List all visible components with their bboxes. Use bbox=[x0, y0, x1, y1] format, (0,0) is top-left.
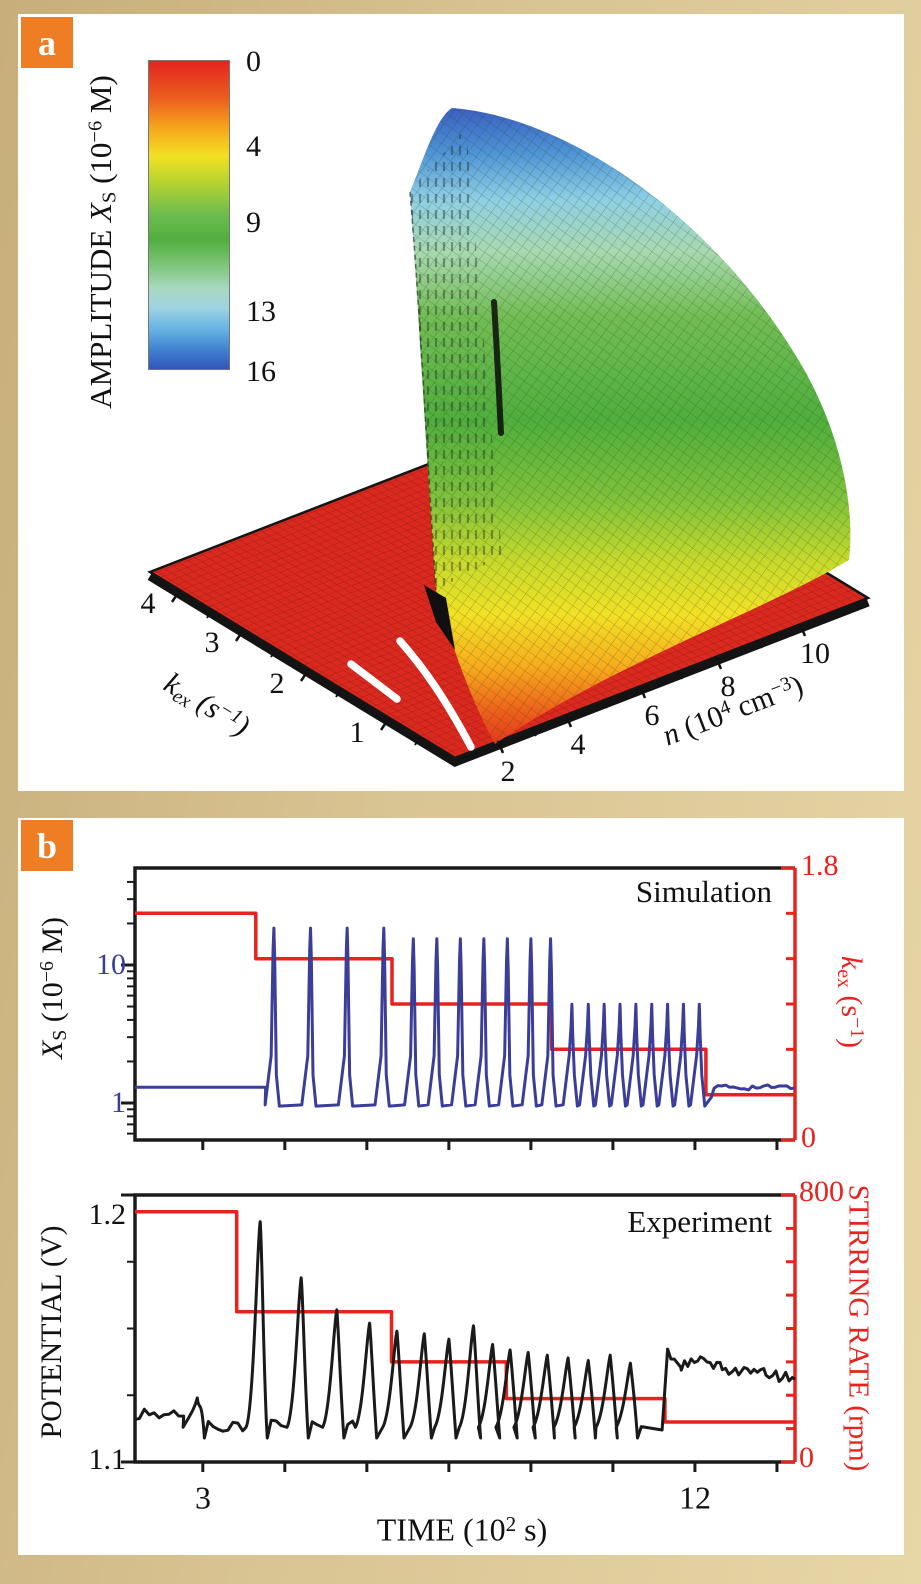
time-tick-3: 3 bbox=[195, 1479, 211, 1516]
sim-xs-trace bbox=[135, 926, 795, 1108]
experiment-title: Experiment bbox=[627, 1204, 772, 1239]
label-segment: M) bbox=[35, 916, 69, 962]
simulation-title: Simulation bbox=[635, 874, 772, 909]
potential-axis-title: POTENTIAL (V) bbox=[35, 1225, 69, 1438]
label-segment: −6 bbox=[84, 120, 107, 143]
surface-mesh bbox=[410, 108, 851, 744]
label-segment: s) bbox=[516, 1511, 548, 1548]
xs-tick-10: 10 bbox=[96, 948, 126, 981]
label-segment: X bbox=[82, 203, 118, 222]
kex-tick-1: 1 bbox=[349, 716, 365, 749]
colorbar-tick-13: 13 bbox=[246, 295, 276, 328]
label-segment: POTENTIAL (V) bbox=[35, 1225, 68, 1439]
colorbar-tick-0: 0 bbox=[246, 45, 261, 78]
exp-potential-trace bbox=[134, 1220, 796, 1440]
label-segment: −6 bbox=[35, 961, 58, 983]
panel-b-letter: b bbox=[36, 825, 58, 866]
label-segment: (10 bbox=[82, 142, 118, 192]
bifurcation-white-segment bbox=[347, 660, 401, 703]
bifurcation-white-curve bbox=[396, 637, 475, 751]
colorbar-tick-16: 16 bbox=[246, 355, 276, 388]
label-segment: M) bbox=[82, 75, 118, 121]
kex-tick-2: 2 bbox=[269, 667, 285, 700]
n-tick-10: 10 bbox=[800, 637, 830, 670]
time-axis-title: TIME (102 s) bbox=[377, 1512, 548, 1549]
potential-tick-max: 1.2 bbox=[88, 1198, 127, 1231]
bifurcation-cliff-face bbox=[410, 128, 502, 590]
xs-tick-1: 1 bbox=[111, 1086, 126, 1119]
floor-base-edge bbox=[147, 572, 870, 767]
cliff-left-edge bbox=[409, 191, 437, 591]
n-tick-6: 6 bbox=[644, 699, 660, 732]
label-segment: TIME (10 bbox=[376, 1511, 506, 1548]
stirring-axis-title: STIRRING RATE (rpm) bbox=[842, 1185, 875, 1472]
colorbar-axis-title: AMPLITUDE XS (10−6 M) bbox=[83, 75, 122, 409]
surface-axis-ticks bbox=[170, 589, 807, 754]
surface-3d-plot bbox=[147, 108, 871, 767]
label-segment: −1 bbox=[846, 1017, 869, 1039]
colorbar-tick-9: 9 bbox=[246, 206, 261, 239]
label-segment: 2 bbox=[505, 1512, 517, 1536]
n-tick-8: 8 bbox=[720, 670, 736, 703]
kex-tick-zero: 0 bbox=[801, 1121, 816, 1154]
xs-axis-title: XS (10−6 M) bbox=[36, 917, 72, 1059]
n-tick-2: 2 bbox=[500, 755, 516, 788]
panel-b-tag: b bbox=[21, 820, 73, 871]
floor-outline bbox=[147, 410, 871, 760]
label-segment: k bbox=[835, 955, 869, 970]
label-segment: S bbox=[98, 191, 121, 204]
label-segment: ex bbox=[832, 969, 855, 988]
time-series-plots bbox=[121, 866, 797, 1472]
panel-a-letter: a bbox=[38, 22, 56, 63]
label-segment: AMPLITUDE bbox=[82, 221, 118, 409]
label-segment: S bbox=[49, 1029, 72, 1041]
kex-tick-3: 3 bbox=[204, 626, 220, 659]
time-tick-12: 12 bbox=[679, 1479, 711, 1516]
label-segment: STIRRING RATE (rpm) bbox=[842, 1184, 875, 1472]
panel-a-tag: a bbox=[21, 17, 73, 68]
label-segment: ) bbox=[835, 1038, 869, 1049]
kex-tick-4: 4 bbox=[140, 587, 156, 620]
sim-kex-staircase bbox=[135, 911, 795, 1097]
colorbar-tick-4: 4 bbox=[246, 130, 261, 163]
sim-plot-frame bbox=[133, 866, 795, 1142]
label-segment: (10 bbox=[35, 982, 69, 1030]
fold-shadow bbox=[424, 585, 455, 650]
stirring-tick-zero: 0 bbox=[799, 1441, 814, 1474]
label-segment: (s bbox=[835, 987, 869, 1018]
stirring-tick-max: 800 bbox=[799, 1175, 844, 1208]
label-segment: X bbox=[35, 1040, 69, 1060]
kex-axis-title-sim: kex (s−1) bbox=[832, 956, 868, 1048]
potential-tick-min: 1.1 bbox=[88, 1443, 127, 1476]
surface-crevice bbox=[491, 299, 504, 436]
colorbar-gradient bbox=[148, 60, 230, 370]
n-tick-4: 4 bbox=[570, 728, 586, 761]
kex-tick-max: 1.8 bbox=[801, 849, 839, 882]
